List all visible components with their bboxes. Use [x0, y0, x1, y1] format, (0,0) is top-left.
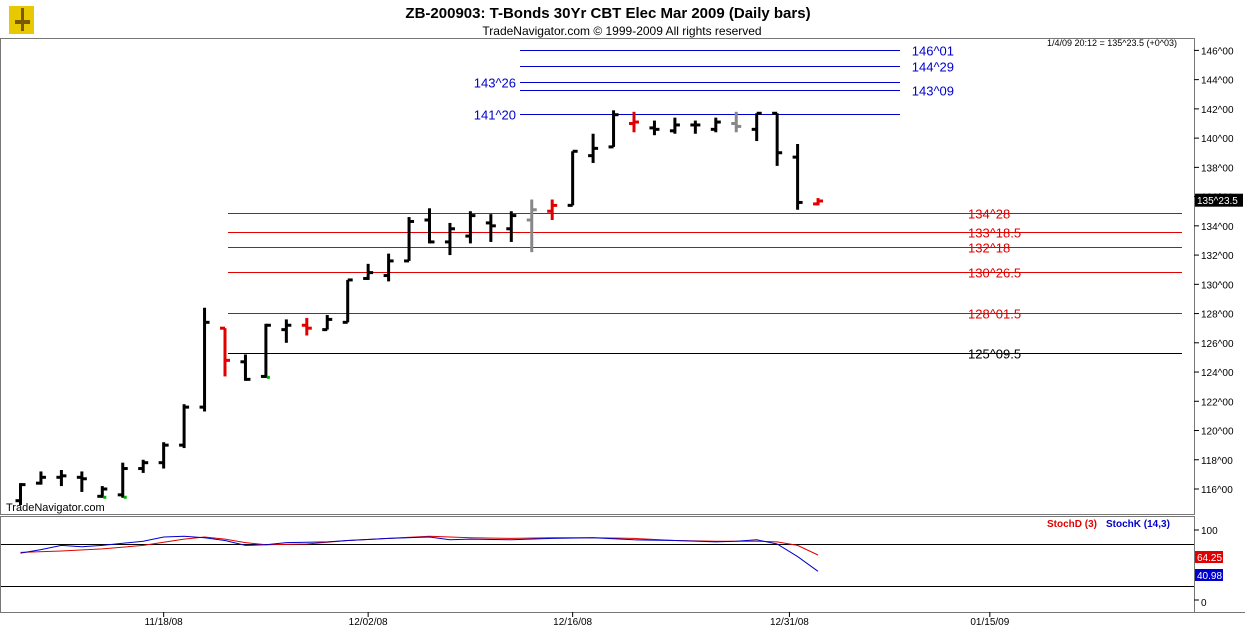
level-label: 146^01 [912, 44, 954, 59]
ohlc-bar [179, 404, 190, 449]
ohlc-bar [281, 319, 292, 343]
stoch-k-value: 40.98 [1197, 571, 1222, 582]
price-tick-label: 122^00 [1201, 397, 1234, 408]
ohlc-bar [404, 217, 415, 263]
price-tick-label: 128^00 [1201, 310, 1234, 321]
price-tick-label: 124^00 [1201, 368, 1234, 379]
price-tick-label: 144^00 [1201, 76, 1234, 87]
price-axis: 116^00 118^00 120^00 122^00 124^00 126^00 128^… [1194, 38, 1234, 514]
ohlc-bar [199, 307, 210, 412]
ohlc-bar [424, 208, 435, 244]
chart-title: ZB-200903: T-Bonds 30Yr CBT Elec Mar 200… [405, 5, 810, 22]
ohlc-bar [485, 214, 496, 242]
level-label: 144^29 [912, 60, 954, 75]
ohlc-bar [117, 462, 128, 499]
ohlc-bar [588, 133, 599, 163]
stoch-d-legend: StochD (3) [1047, 519, 1097, 530]
stochastic-panel: 100 0 64.25 40.98 [1, 526, 1223, 609]
stoch-k-value-tag: 40.98 [1195, 569, 1223, 582]
ohlc-bar [608, 110, 619, 149]
last-price-label: 135^23.5 [1197, 196, 1238, 207]
ohlc-bar [56, 469, 67, 487]
ohlc-bar [363, 263, 374, 280]
ohlc-bar [138, 459, 149, 473]
price-tick-label: 134^00 [1201, 222, 1234, 233]
stoch-d-value-tag: 64.25 [1195, 551, 1223, 564]
stoch-tick-label: 100 [1201, 526, 1218, 537]
price-tick-label: 132^00 [1201, 251, 1234, 262]
copyright-text: TradeNavigator.com © 1999-2009 All right… [482, 24, 761, 38]
stoch-d-tag-box [1195, 551, 1223, 563]
ohlc-bar [710, 117, 721, 133]
signal-dot [266, 375, 270, 379]
last-quote: 1/4/09 20:12 = 135^23.5 (+0^03) [1047, 38, 1177, 48]
date-tick-label: 12/31/08 [770, 617, 809, 628]
price-tick-label: 116^00 [1201, 485, 1233, 496]
last-price-tag: 135^23.5 [1195, 193, 1243, 207]
ohlc-bar [35, 471, 46, 485]
ohlc-bar [526, 199, 537, 253]
level-label: 134^28 [968, 207, 1010, 222]
stoch-tick-label: 0 [1201, 598, 1207, 609]
ohlc-bar [301, 317, 312, 336]
ohlc-bar [792, 143, 803, 210]
level-label: 128^01.5 [968, 307, 1021, 322]
trade-navigator-logo-icon[interactable] [9, 6, 34, 34]
ohlc-bar [97, 486, 108, 499]
price-tick-label: 118^00 [1201, 456, 1233, 467]
price-tick-label: 146^00 [1201, 46, 1234, 57]
date-axis: 11/18/08 12/02/08 12/16/08 12/31/08 01/15/09 [145, 612, 1010, 628]
watermark-text: TradeNavigator.com [6, 502, 105, 514]
ohlc-bar [690, 120, 701, 134]
price-tick-label: 138^00 [1201, 163, 1234, 174]
price-tick-label: 140^00 [1201, 134, 1234, 145]
ohlc-bar [220, 326, 230, 377]
ohlc-bar [260, 323, 271, 379]
signal-dot [123, 495, 127, 499]
date-tick-label: 11/18/08 [145, 617, 184, 628]
level-label: 143^26 [474, 76, 516, 91]
stoch-d-value: 64.25 [1197, 553, 1222, 564]
ohlc-bar [772, 111, 783, 166]
signal-dot [103, 495, 107, 499]
ohlc-bar [649, 120, 660, 136]
level-label: 130^26.5 [968, 266, 1021, 281]
date-tick-label: 12/16/08 [553, 617, 592, 628]
ohlc-bar [15, 483, 26, 506]
ohlc-bar [444, 222, 455, 256]
ohlc-bar [383, 253, 394, 282]
ohlc-bar [506, 211, 517, 242]
ohlc-bar [322, 315, 333, 332]
ohlc-bar [629, 111, 639, 133]
price-tick-label: 142^00 [1201, 105, 1234, 116]
level-label: 132^18 [968, 241, 1010, 256]
ohlc-bar [465, 211, 476, 244]
ohlc-bar [731, 111, 742, 133]
price-tick-label: 126^00 [1201, 339, 1234, 350]
date-tick-label: 12/02/08 [349, 617, 388, 628]
level-label: 133^18.5 [968, 226, 1021, 241]
level-label: 125^09.5 [968, 347, 1021, 362]
ohlc-bar [547, 199, 558, 220]
stoch-k-legend: StochK (14,3) [1106, 519, 1170, 530]
level-label: 141^20 [474, 108, 516, 123]
ohlc-bar [813, 198, 824, 206]
stoch-k-tag-box [1195, 569, 1223, 581]
ohlc-bar [76, 471, 87, 492]
ohlc-bar [669, 117, 680, 134]
stoch-k-line [20, 535, 819, 572]
ohlc-bar [342, 278, 353, 324]
ohlc-bar [751, 111, 762, 142]
date-tick-label: 01/15/09 [970, 617, 1009, 628]
price-tick-label: 130^00 [1201, 280, 1234, 291]
price-bars [15, 110, 824, 506]
level-label: 143^09 [912, 84, 954, 99]
ohlc-bar [240, 354, 251, 381]
ohlc-bar [567, 149, 578, 207]
price-tick-label: 120^00 [1201, 427, 1234, 438]
ohlc-bar [158, 442, 169, 469]
